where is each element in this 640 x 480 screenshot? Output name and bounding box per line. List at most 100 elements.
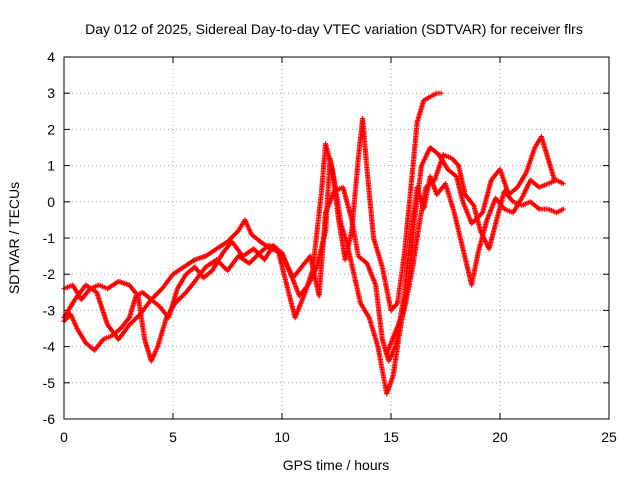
data-trace	[128, 312, 142, 327]
data-trace	[480, 179, 494, 214]
data-trace	[547, 178, 558, 186]
satellite-track-1	[61, 134, 558, 397]
data-trace	[79, 287, 92, 301]
grid	[64, 57, 609, 419]
data-trace	[360, 117, 370, 171]
data-trace	[450, 156, 461, 167]
data-trace	[282, 258, 295, 279]
data-trace	[182, 258, 197, 269]
data-trace	[63, 283, 74, 291]
y-axis-ticks: -6 -5 -4 -3 -2 -1 0 1 2 3 4	[43, 49, 609, 427]
data-trace	[547, 207, 558, 215]
satellite-track-3	[61, 173, 566, 364]
data-trace	[62, 298, 77, 319]
data-trace	[171, 265, 186, 276]
data-trace	[429, 91, 438, 99]
data-trace	[356, 254, 369, 265]
data-trace	[175, 273, 188, 290]
data-trace	[364, 168, 377, 239]
data-trace	[432, 153, 446, 182]
data-trace	[389, 301, 400, 312]
data-trace	[301, 269, 315, 297]
data-trace	[149, 297, 162, 309]
data-trace	[422, 95, 432, 103]
data-trace	[94, 291, 110, 326]
data-trace	[393, 309, 407, 334]
data-series	[61, 90, 566, 397]
data-trace	[524, 146, 537, 174]
data-trace	[291, 265, 304, 280]
data-trace	[493, 189, 507, 225]
data-trace	[102, 333, 113, 342]
data-trace	[173, 290, 188, 305]
data-trace	[243, 218, 254, 236]
data-trace	[250, 232, 262, 244]
data-trace	[463, 193, 476, 207]
data-trace	[519, 178, 533, 200]
data-trace	[442, 152, 453, 161]
data-trace	[415, 99, 426, 124]
data-trace	[451, 211, 466, 250]
data-trace	[98, 283, 109, 291]
y-axis-label: SDTVAR / TECUs	[6, 182, 22, 294]
data-trace	[539, 135, 551, 160]
data-trace	[486, 222, 498, 250]
data-trace	[384, 374, 396, 395]
data-trace	[386, 345, 398, 363]
data-trace	[215, 239, 229, 251]
data-trace	[340, 186, 354, 221]
data-trace	[529, 200, 541, 211]
y-tick-label: 1	[47, 158, 55, 174]
data-trace	[271, 243, 286, 262]
data-trace	[417, 186, 429, 225]
data-trace	[316, 211, 329, 297]
data-trace	[210, 251, 225, 272]
data-trace	[460, 200, 474, 225]
data-trace	[119, 316, 131, 330]
data-trace	[293, 294, 306, 319]
satellite-track-4	[384, 152, 566, 357]
data-trace	[375, 345, 389, 395]
data-trace	[160, 272, 175, 290]
data-trace	[351, 273, 363, 305]
data-trace	[93, 338, 105, 352]
data-trace	[333, 185, 344, 193]
data-trace	[401, 189, 414, 258]
data-trace	[149, 345, 160, 363]
data-trace	[469, 251, 481, 287]
data-trace	[520, 199, 532, 208]
data-trace	[166, 287, 180, 319]
data-trace	[424, 178, 436, 189]
x-axis-ticks: 0 5 10 15 20 25	[60, 57, 617, 445]
y-tick-label: 2	[47, 121, 55, 137]
data-trace	[443, 182, 457, 214]
data-trace	[258, 243, 271, 255]
data-trace	[226, 229, 240, 244]
data-trace	[555, 207, 565, 215]
x-axis-label: GPS time / hours	[283, 457, 390, 473]
x-tick-label: 0	[60, 429, 68, 445]
data-trace	[497, 168, 511, 196]
data-trace	[401, 265, 416, 312]
y-tick-label: 4	[47, 49, 55, 65]
data-trace	[127, 294, 139, 319]
x-tick-label: 15	[383, 429, 399, 445]
data-trace	[507, 185, 519, 197]
data-trace	[138, 298, 153, 316]
data-trace	[116, 323, 132, 341]
y-tick-label: -6	[43, 411, 56, 427]
data-trace	[106, 279, 120, 291]
data-trace	[410, 222, 422, 268]
data-trace	[538, 181, 549, 190]
data-trace	[446, 167, 458, 179]
chart-title: Day 012 of 2025, Sidereal Day-to-day VTE…	[85, 21, 583, 37]
data-trace	[456, 164, 468, 196]
data-trace	[75, 327, 88, 345]
data-trace	[545, 157, 557, 182]
y-tick-label: 0	[47, 194, 55, 210]
data-trace	[502, 189, 515, 204]
data-trace	[408, 186, 420, 236]
data-trace	[371, 237, 385, 268]
data-point	[560, 181, 566, 187]
